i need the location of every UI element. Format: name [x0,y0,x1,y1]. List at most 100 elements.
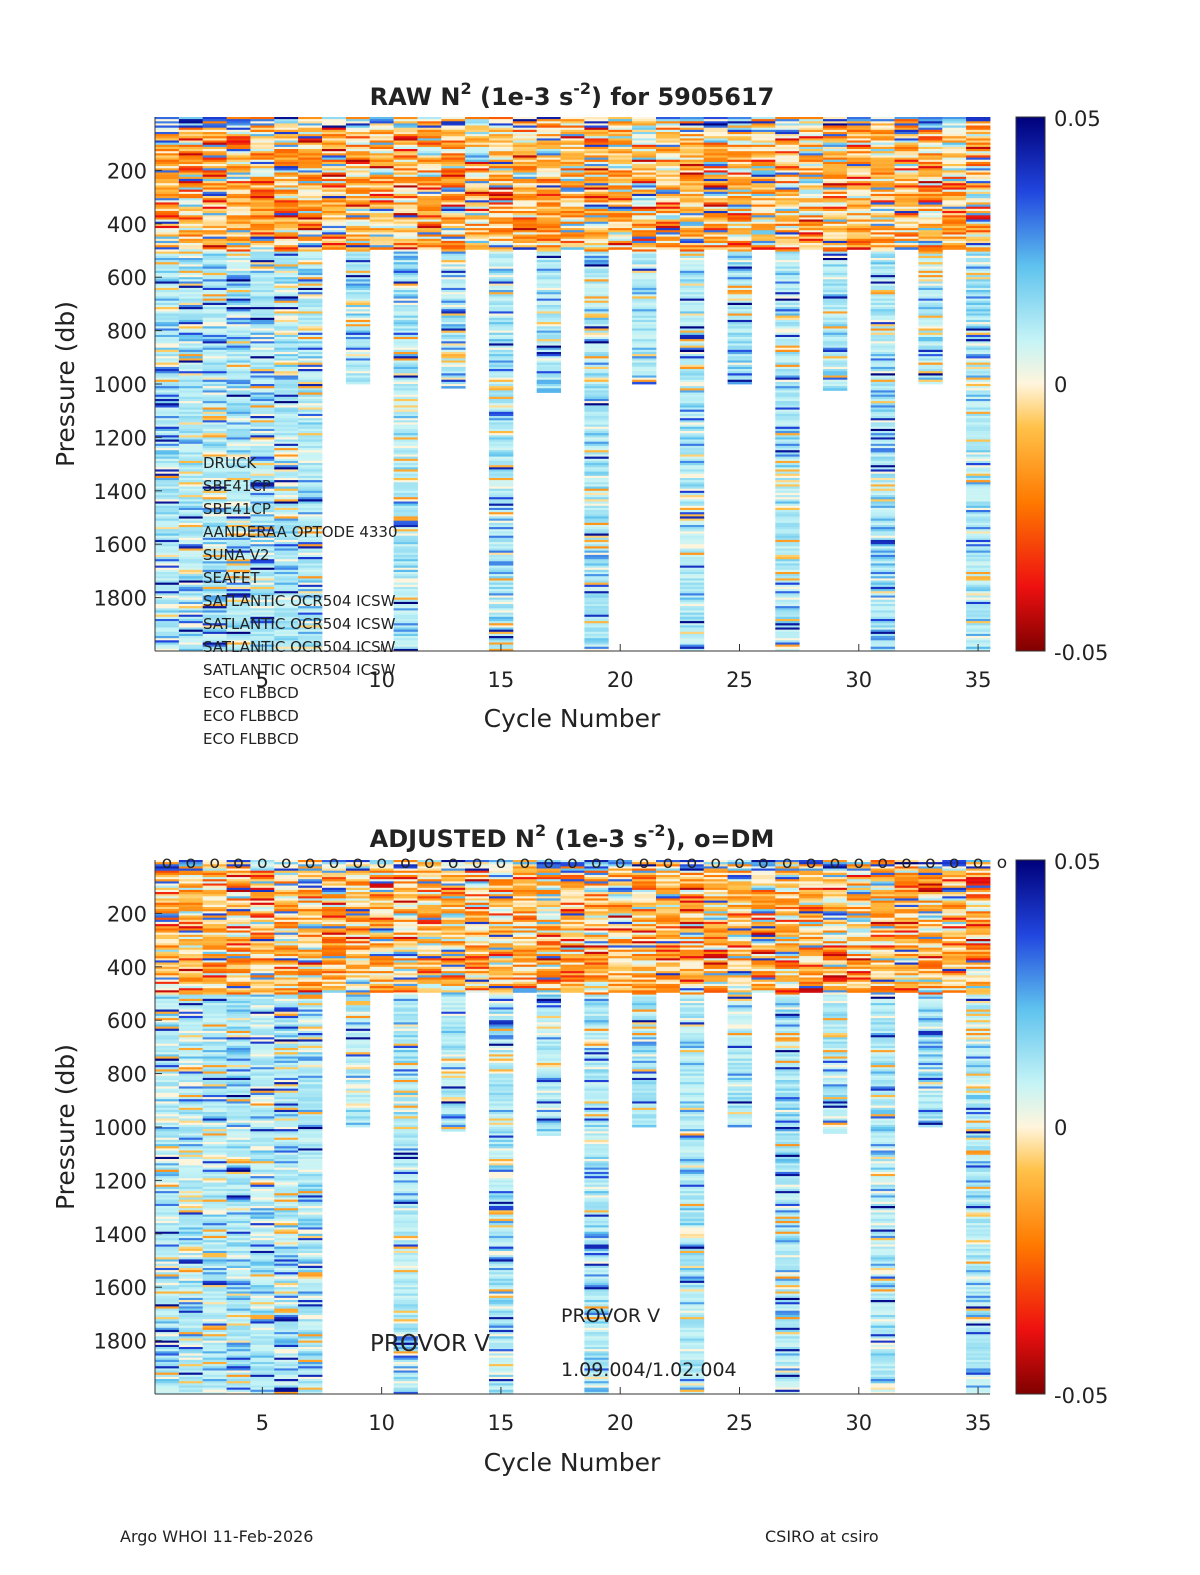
cell [465,189,490,193]
cell [846,204,872,208]
cell [870,127,895,131]
cell [345,183,371,186]
cell [155,277,180,280]
cell [584,228,609,231]
cell [823,332,848,336]
cell [274,215,299,218]
cell [608,245,633,248]
cell [202,475,227,479]
cell [322,232,347,235]
cell [226,219,251,222]
cell [202,345,227,349]
cell [894,219,919,222]
cell [393,610,418,613]
cell [894,144,919,148]
cell [202,420,227,423]
cell [202,258,227,261]
cell [202,332,227,336]
cell [536,129,561,133]
cell [298,240,323,244]
cell [679,411,705,415]
cell [345,354,371,357]
cell [393,533,418,536]
cell [322,183,347,186]
cell [202,616,227,620]
profile-cycle-33 [918,117,943,385]
cell [632,334,657,338]
cell [274,407,299,410]
cell [584,531,609,534]
cell [465,206,490,210]
cell [202,334,227,338]
cell [298,255,323,259]
cell [155,279,180,282]
cell [489,381,514,385]
cell [918,275,943,278]
cell [584,409,609,413]
cell [369,191,394,195]
cell [679,364,705,368]
cell [918,277,943,280]
cell [345,300,371,304]
cell [369,142,394,146]
cell [202,349,227,353]
cell [584,492,609,496]
cell [703,129,728,133]
cell [870,475,895,479]
cell [489,531,514,534]
cell [250,582,275,586]
cell [441,185,466,188]
cell [393,593,418,596]
cell [250,123,275,126]
cell [274,646,299,650]
cell [489,642,514,645]
cell [560,236,585,240]
cell [441,178,466,182]
cell [465,117,490,120]
cell [250,390,275,393]
cell [870,356,895,359]
cell [298,354,323,357]
cell [226,539,251,543]
profile-cycle-34 [942,117,967,250]
cell [155,488,180,492]
cell [870,424,895,428]
cell [512,234,538,237]
cell [274,305,299,308]
cell [202,486,227,489]
cell [584,510,609,513]
cell [345,243,371,246]
cell [584,497,609,500]
cell [274,262,299,265]
cell [870,576,895,579]
cell [155,420,180,423]
cell [202,567,227,571]
cell [155,441,180,445]
cell [918,159,943,163]
profile-cycle-10 [369,117,394,250]
cell [393,193,418,197]
cell [202,574,227,577]
cell [656,230,681,233]
cell [918,213,943,216]
cell [560,123,585,126]
cell [727,298,752,302]
cell [345,215,371,218]
cell [870,294,895,297]
cell [202,328,227,331]
cell [679,554,705,558]
cell [584,255,609,259]
cell [632,172,657,175]
cell [823,159,848,163]
cell [584,302,609,306]
cell [846,134,872,137]
cell [274,279,299,282]
cell [823,174,848,178]
cell [202,260,227,263]
cell [226,507,251,511]
cell [584,420,609,423]
cell [202,272,227,276]
cell [679,392,705,395]
cell [894,174,919,178]
cell [322,225,347,229]
